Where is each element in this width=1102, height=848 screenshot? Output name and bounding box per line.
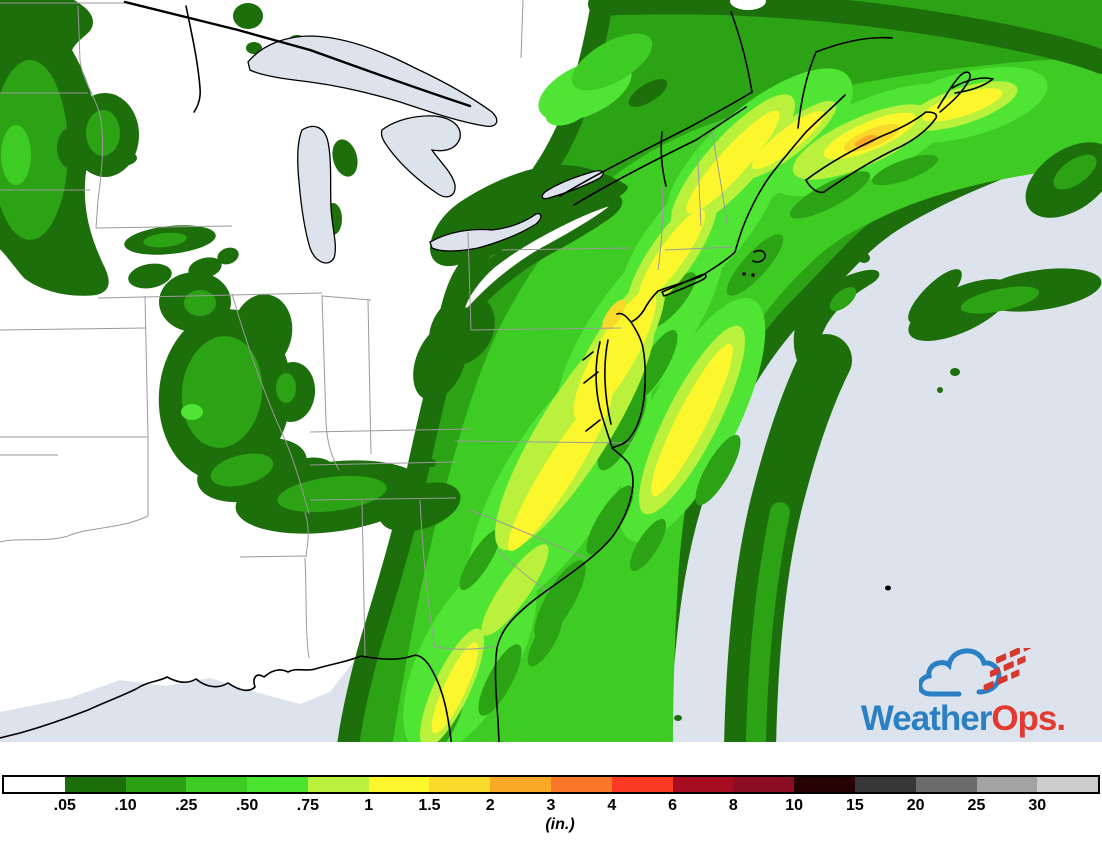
state-borders: [0, 0, 734, 659]
top-white-notch: [730, 0, 766, 10]
coastlines: [0, 0, 994, 742]
colorbar-segment: [733, 777, 795, 792]
legend-tick: 25: [967, 797, 986, 814]
colorbar-segment: [854, 777, 916, 792]
precipitation-layer: [0, 0, 1102, 742]
colorbar-tick-labels: .05 .10 .25 .50 .75 1 1.5 2 3 4 6 8 10 15 20 25 30: [2, 797, 1100, 817]
gulf-of-mexico: [0, 660, 452, 742]
colorbar-segment: [186, 777, 248, 792]
precipitation-colorbar: [2, 775, 1100, 794]
legend-tick: 10: [785, 797, 804, 814]
colorbar-segment: [976, 777, 1038, 792]
colorbar-segment: [125, 777, 187, 792]
lake-ontario: [541, 170, 604, 200]
colorbar-segment: [247, 777, 308, 792]
legend-tick: 1: [364, 797, 374, 814]
precip-wv-tail2: [413, 323, 467, 401]
colorbar-segment: [551, 777, 612, 792]
east-coastline: [494, 94, 846, 742]
legend-tick: .75: [296, 797, 319, 814]
legend-tick: 6: [668, 797, 677, 814]
cloud-icon: [919, 648, 1032, 697]
midwest-blobs: [0, 0, 461, 534]
legend-tick: 30: [1028, 797, 1047, 814]
legend-tick: 20: [906, 797, 925, 814]
legend-tick: .10: [114, 797, 137, 814]
legend-tick: 4: [607, 797, 617, 814]
gulf-coastline: [0, 654, 453, 742]
great-lakes: [247, 35, 604, 264]
colorbar-unit-label: (in.): [545, 816, 575, 833]
colorbar-segment: [1037, 777, 1099, 792]
lake-michigan: [297, 125, 337, 264]
legend-tick: .50: [235, 797, 259, 814]
legend-tick: 15: [845, 797, 864, 814]
legend-tick: 2: [485, 797, 495, 814]
colorbar-segment: [915, 777, 977, 792]
colorbar-segment: [4, 777, 65, 792]
weatherops-logo: WeatherOps.: [824, 648, 1102, 744]
precipitation-map: WeatherOps.: [0, 0, 1102, 742]
dry-wedge: [455, 194, 623, 318]
colorbar-segment: [368, 777, 430, 792]
legend-tick: .05: [53, 797, 76, 814]
colorbar-segment: [794, 777, 855, 792]
logo-text-ops: Ops.: [991, 699, 1066, 738]
lake-huron: [380, 115, 461, 198]
colorbar-segment: [672, 777, 734, 792]
colorbar-segment: [307, 777, 369, 792]
precip-yellow-streaks: [431, 88, 1003, 734]
precip-dark-patches: [426, 76, 939, 742]
legend-tick: 1.5: [418, 797, 441, 814]
colorbar-segment: [490, 777, 552, 792]
offshore-bands: [674, 142, 1102, 742]
logo-text-weather: Weather: [860, 699, 992, 738]
lake-superior: [247, 35, 498, 127]
colorbar-segment: [611, 777, 673, 792]
precip-top-band: [588, 0, 1102, 74]
legend-tick: 8: [728, 797, 738, 814]
colorbar-segment: [64, 777, 126, 792]
colorbar-segment: [429, 777, 491, 792]
map-canvas: [0, 0, 1102, 742]
legend-tick: .25: [175, 797, 198, 814]
motion-streaks-icon: [983, 648, 1032, 691]
legend-tick: 3: [546, 797, 556, 814]
logo-wordmark: WeatherOps.: [824, 700, 1102, 738]
